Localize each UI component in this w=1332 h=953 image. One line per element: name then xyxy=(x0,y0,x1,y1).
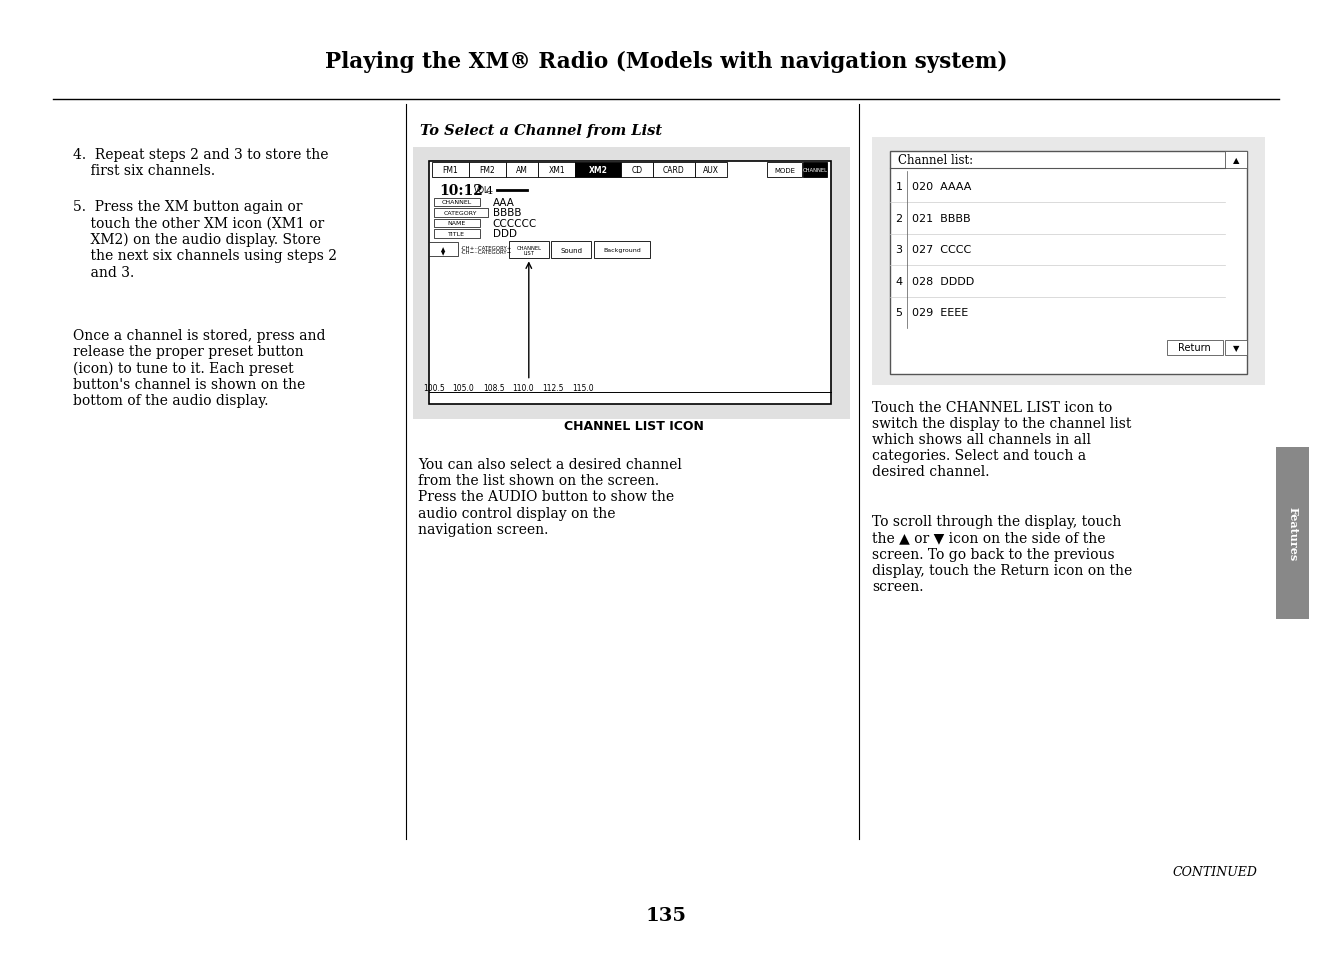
Text: 029  EEEE: 029 EEEE xyxy=(912,308,968,318)
Text: 135: 135 xyxy=(646,906,686,923)
Text: Playing the XM® Radio (Models with navigation system): Playing the XM® Radio (Models with navig… xyxy=(325,51,1007,73)
Text: CARD: CARD xyxy=(663,166,685,175)
Text: TITLE: TITLE xyxy=(449,232,465,236)
Text: VOL: VOL xyxy=(474,186,489,195)
Text: CCCCCC: CCCCCC xyxy=(493,218,537,229)
Text: 4.  Repeat steps 2 and 3 to store the
    first six channels.: 4. Repeat steps 2 and 3 to store the fir… xyxy=(73,148,329,178)
Bar xyxy=(538,163,575,178)
Text: FM1: FM1 xyxy=(442,166,458,175)
Text: Return: Return xyxy=(1179,343,1211,353)
Text: CHANNEL: CHANNEL xyxy=(442,200,472,205)
Text: Touch the CHANNEL LIST icon to
switch the display to the channel list
which show: Touch the CHANNEL LIST icon to switch th… xyxy=(872,400,1132,479)
Text: Features: Features xyxy=(1287,507,1299,560)
Bar xyxy=(429,162,831,405)
Text: 4: 4 xyxy=(895,276,903,287)
Text: 110.0: 110.0 xyxy=(513,384,534,393)
Bar xyxy=(1225,340,1247,355)
Text: 027  CCCC: 027 CCCC xyxy=(912,245,971,255)
Text: CHANNEL LIST ICON: CHANNEL LIST ICON xyxy=(563,419,705,433)
Bar xyxy=(509,242,549,259)
Text: 108.5: 108.5 xyxy=(484,384,505,393)
Bar xyxy=(872,138,1265,386)
Bar xyxy=(767,163,802,178)
Text: 2: 2 xyxy=(895,213,903,224)
Bar xyxy=(621,163,653,178)
Text: AM: AM xyxy=(517,166,527,175)
Text: XM2: XM2 xyxy=(589,166,607,175)
Text: 4: 4 xyxy=(486,186,493,195)
Text: To scroll through the display, touch
the ▲ or ▼ icon on the side of the
screen. : To scroll through the display, touch the… xyxy=(872,515,1132,594)
Text: 020  AAAA: 020 AAAA xyxy=(912,182,972,193)
Text: ▼: ▼ xyxy=(1233,343,1239,353)
Bar xyxy=(434,220,480,229)
Bar xyxy=(506,163,538,178)
Text: You can also select a desired channel
from the list shown on the screen.
Press t: You can also select a desired channel fr… xyxy=(418,457,682,537)
Text: CATEGORY: CATEGORY xyxy=(444,211,478,215)
Text: AAA: AAA xyxy=(493,197,514,208)
Bar xyxy=(434,231,480,239)
Text: ·CH−··CATEGORY−: ·CH−··CATEGORY− xyxy=(461,250,511,255)
Text: CHANNEL: CHANNEL xyxy=(803,168,827,173)
Text: Once a channel is stored, press and
release the proper preset button
(icon) to t: Once a channel is stored, press and rele… xyxy=(73,329,326,408)
Bar xyxy=(432,163,469,178)
Bar xyxy=(695,163,727,178)
Bar xyxy=(429,243,458,256)
Text: AUX: AUX xyxy=(703,166,719,175)
Text: 115.0: 115.0 xyxy=(573,384,594,393)
Bar xyxy=(594,242,650,259)
Text: Channel list:: Channel list: xyxy=(898,153,972,167)
Text: BBBB: BBBB xyxy=(493,208,521,218)
Text: ·CH+··CATEGORY+: ·CH+··CATEGORY+ xyxy=(461,245,513,251)
Text: NAME: NAME xyxy=(448,221,466,226)
Bar xyxy=(469,163,506,178)
Text: 028  DDDD: 028 DDDD xyxy=(912,276,975,287)
Text: 5.  Press the XM button again or
    touch the other XM icon (XM1 or
    XM2) on: 5. Press the XM button again or touch th… xyxy=(73,200,337,279)
Bar xyxy=(434,198,480,207)
Text: 100.5: 100.5 xyxy=(424,384,445,393)
Text: Sound: Sound xyxy=(561,248,582,253)
Text: Background: Background xyxy=(603,248,641,253)
Text: FM2: FM2 xyxy=(480,166,496,175)
Text: XM1: XM1 xyxy=(549,166,565,175)
Text: 105.0: 105.0 xyxy=(453,384,474,393)
Text: CHANNEL
LIST: CHANNEL LIST xyxy=(517,245,541,256)
Bar xyxy=(575,163,621,178)
Bar xyxy=(803,163,827,178)
Text: 112.5: 112.5 xyxy=(542,384,563,393)
Text: ▲: ▲ xyxy=(441,247,446,253)
Bar xyxy=(413,148,850,419)
Bar xyxy=(653,163,695,178)
Text: CD: CD xyxy=(631,166,642,175)
Bar xyxy=(434,210,488,218)
Text: DDD: DDD xyxy=(493,229,517,239)
Text: 1: 1 xyxy=(895,182,903,193)
Text: ▲: ▲ xyxy=(1233,155,1239,165)
Text: MODE: MODE xyxy=(774,168,795,173)
Bar xyxy=(890,152,1247,375)
Text: 021  BBBB: 021 BBBB xyxy=(912,213,971,224)
Text: 5: 5 xyxy=(895,308,903,318)
Text: 3: 3 xyxy=(895,245,903,255)
Bar xyxy=(551,242,591,259)
Bar xyxy=(1167,340,1223,355)
Text: ▼: ▼ xyxy=(441,251,446,256)
Text: CONTINUED: CONTINUED xyxy=(1172,865,1257,879)
Text: To Select a Channel from List: To Select a Channel from List xyxy=(420,124,662,138)
Text: 10:12: 10:12 xyxy=(440,184,484,197)
Bar xyxy=(1225,152,1247,169)
